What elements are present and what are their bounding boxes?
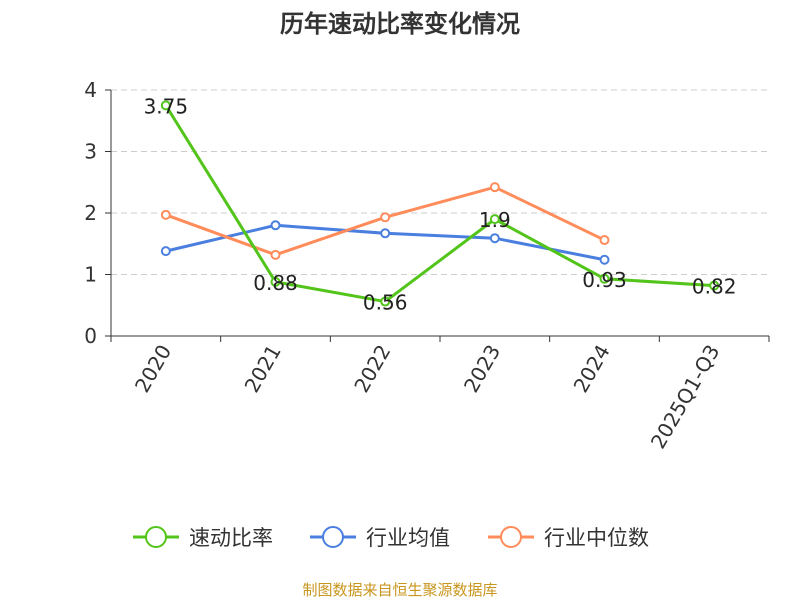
chart-title: 历年速动比率变化情况 <box>280 10 520 38</box>
data-point <box>270 220 281 231</box>
x-tick-label: 2022 <box>349 341 395 397</box>
data-label: 3.75 <box>144 94 189 118</box>
data-point <box>709 280 720 291</box>
data-point <box>489 233 500 244</box>
data-point <box>489 214 500 225</box>
y-tick-label: 1 <box>84 263 97 287</box>
data-point <box>599 235 610 246</box>
legend-marker <box>322 526 344 548</box>
legend-label: 行业均值 <box>366 526 450 550</box>
data-point <box>380 228 391 239</box>
data-label: 0.56 <box>363 291 408 315</box>
y-tick-label: 3 <box>84 140 97 164</box>
x-tick-label: 2023 <box>459 341 505 397</box>
data-label: 0.82 <box>692 275 737 299</box>
data-label: 0.88 <box>253 271 298 295</box>
data-point <box>160 246 171 257</box>
data-point <box>270 276 281 287</box>
data-point <box>489 182 500 193</box>
data-point <box>380 296 391 307</box>
legend-marker <box>500 526 522 548</box>
legend-label: 行业中位数 <box>544 526 649 550</box>
series-line <box>164 104 715 304</box>
data-point <box>160 209 171 220</box>
y-tick-label: 2 <box>84 201 97 225</box>
data-point <box>599 254 610 265</box>
data-point <box>380 212 391 223</box>
y-tick-label: 4 <box>84 78 97 102</box>
y-tick-label: 0 <box>84 324 97 348</box>
data-point <box>599 273 610 284</box>
data-label: 0.93 <box>582 268 627 292</box>
data-point <box>270 249 281 260</box>
data-label: 1.9 <box>479 208 511 232</box>
legend-marker <box>145 526 167 548</box>
x-tick-label: 2021 <box>240 341 286 397</box>
x-tick-label: 2025Q1-Q3 <box>646 341 725 453</box>
x-tick-label: 2020 <box>130 341 176 397</box>
x-tick-label: 2024 <box>569 341 615 397</box>
legend-label: 速动比率 <box>189 526 273 550</box>
data-point <box>160 100 171 111</box>
footer-source: 制图数据来自恒生聚源数据库 <box>302 581 497 599</box>
